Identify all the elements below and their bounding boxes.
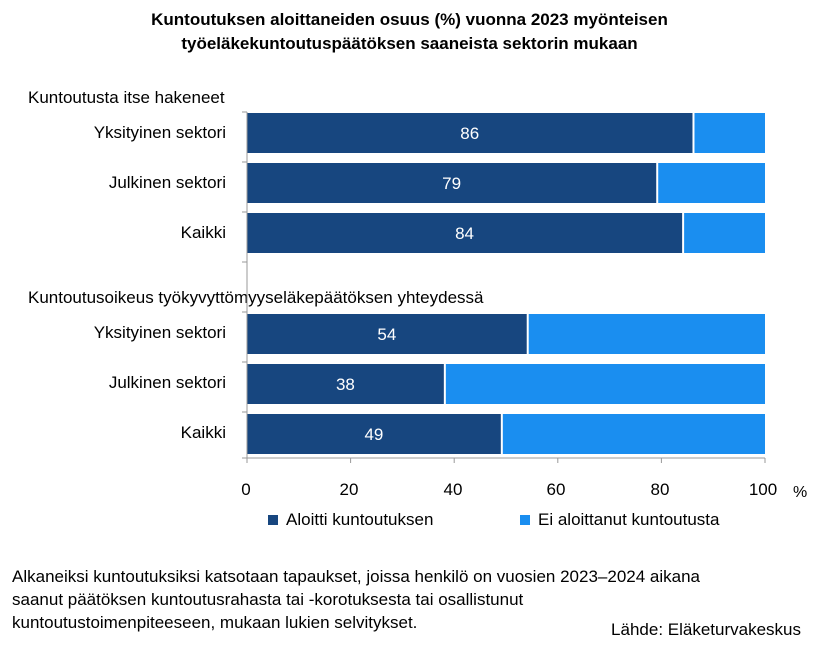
bar-aloitti bbox=[247, 213, 683, 253]
bar-ei-aloittanut bbox=[528, 314, 765, 354]
footnote: Alkaneiksi kuntoutuksiksi katsotaan tapa… bbox=[12, 565, 700, 634]
chart-title-line-1: Kuntoutuksen aloittaneiden osuus (%) vuo… bbox=[151, 10, 668, 29]
x-tick-label: 20 bbox=[339, 480, 359, 499]
bar-ei-aloittanut bbox=[445, 364, 765, 404]
legend-item-ei-aloittanut: Ei aloittanut kuntoutusta bbox=[520, 510, 719, 530]
category-label: Yksityinen sektori bbox=[93, 123, 226, 142]
bar-value-label: 84 bbox=[455, 224, 474, 243]
bar-ei-aloittanut bbox=[658, 163, 765, 203]
bar-value-label: 38 bbox=[336, 375, 355, 394]
bar-ei-aloittanut bbox=[502, 414, 765, 454]
category-label: Yksityinen sektori bbox=[93, 323, 226, 342]
bar-aloitti bbox=[247, 163, 657, 203]
footnote-line: Alkaneiksi kuntoutuksiksi katsotaan tapa… bbox=[12, 567, 701, 586]
x-tick-label: 80 bbox=[650, 480, 670, 499]
footnote-line: kuntoutustoimenpiteeseen, mukaan lukien … bbox=[12, 613, 418, 632]
source-credit: Lähde: Eläketurvakeskus bbox=[611, 620, 801, 639]
bar-value-label: 86 bbox=[460, 124, 479, 143]
x-tick-label: 0 bbox=[241, 480, 251, 499]
legend-label: Ei aloittanut kuntoutusta bbox=[538, 510, 720, 529]
legend-swatch-dark bbox=[268, 515, 278, 525]
category-label: Julkinen sektori bbox=[108, 173, 226, 192]
legend-item-aloitti: Aloitti kuntoutuksen bbox=[268, 510, 433, 530]
x-tick-label: 100 bbox=[748, 480, 778, 499]
bar-value-label: 54 bbox=[377, 325, 396, 344]
x-tick-label: 40 bbox=[443, 480, 463, 499]
category-label: Julkinen sektori bbox=[108, 373, 226, 392]
bar-aloitti bbox=[247, 414, 501, 454]
bar-ei-aloittanut bbox=[684, 213, 765, 253]
x-tick-label: 60 bbox=[546, 480, 566, 499]
bar-value-label: 79 bbox=[442, 174, 461, 193]
legend-swatch-light bbox=[520, 515, 530, 525]
bar-aloitti bbox=[247, 364, 444, 404]
bar-aloitti bbox=[247, 113, 693, 153]
chart-title-line-2: työeläkekuntoutuspäätöksen saaneista sek… bbox=[181, 34, 638, 53]
bar-aloitti bbox=[247, 314, 527, 354]
x-axis-unit: % bbox=[793, 484, 808, 501]
group-label-disability: Kuntoutusoikeus työkyvyttömyyseläkepäätö… bbox=[28, 288, 484, 307]
category-label: Kaikki bbox=[180, 223, 226, 242]
bar-value-label: 49 bbox=[364, 425, 383, 444]
bar-ei-aloittanut bbox=[694, 113, 765, 153]
chart-title: Kuntoutuksen aloittaneiden osuus (%) vuo… bbox=[0, 8, 819, 56]
legend-label: Aloitti kuntoutuksen bbox=[286, 510, 434, 529]
category-label: Kaikki bbox=[180, 423, 226, 442]
footnote-line: saanut päätöksen kuntoutusrahasta tai -k… bbox=[12, 590, 524, 609]
group-label-self-applied: Kuntoutusta itse hakeneet bbox=[28, 88, 225, 107]
